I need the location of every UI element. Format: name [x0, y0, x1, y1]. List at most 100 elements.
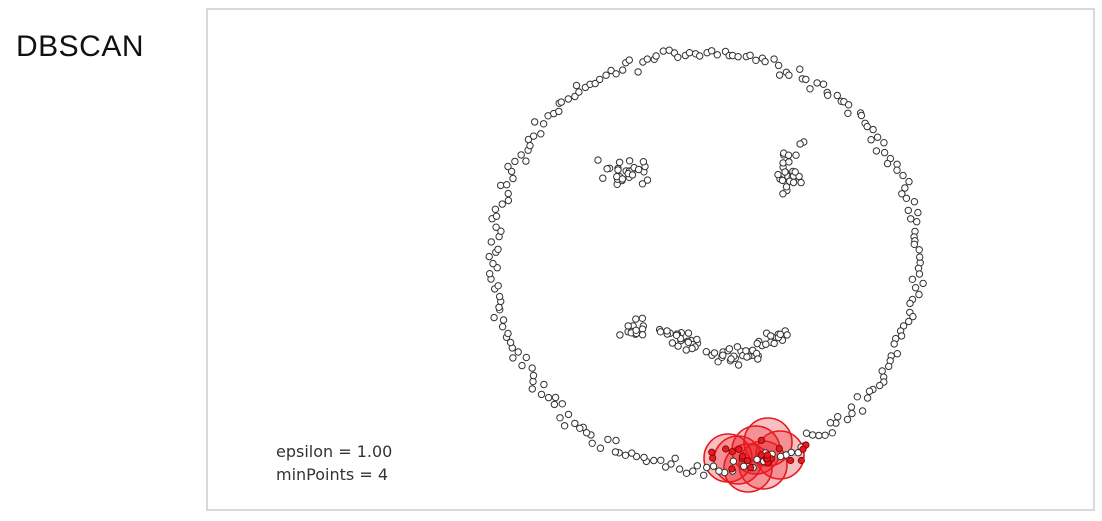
- data-point: [674, 53, 682, 61]
- data-point: [708, 47, 716, 55]
- data-point: [770, 55, 778, 63]
- data-point: [504, 162, 512, 171]
- data-point: [883, 159, 892, 168]
- data-point: [709, 462, 718, 470]
- data-point: [794, 449, 802, 457]
- data-point: [808, 431, 817, 439]
- data-point: [702, 348, 710, 356]
- cluster-point: [775, 444, 783, 453]
- data-point: [490, 313, 498, 322]
- data-point: [504, 189, 512, 198]
- data-point: [504, 329, 512, 338]
- data-point: [915, 246, 923, 254]
- data-point: [685, 49, 694, 57]
- data-point: [714, 358, 722, 366]
- data-point: [503, 181, 511, 189]
- cluster-point: [743, 457, 752, 465]
- data-point: [657, 456, 665, 464]
- data-point: [902, 194, 911, 203]
- data-point: [762, 340, 770, 348]
- data-point: [614, 166, 622, 174]
- data-point: [492, 223, 500, 231]
- data-point: [526, 141, 534, 150]
- data-point: [684, 329, 693, 337]
- cluster-point: [722, 445, 730, 453]
- dbscan-canvas[interactable]: epsilon = 1.00 minPoints = 4: [206, 8, 1095, 511]
- data-point: [893, 166, 901, 174]
- data-point: [603, 165, 611, 173]
- data-point: [733, 343, 742, 351]
- data-point: [522, 353, 530, 362]
- data-point: [612, 436, 620, 445]
- data-point: [625, 157, 634, 165]
- data-point: [638, 180, 647, 188]
- data-point: [778, 176, 787, 185]
- data-point: [621, 451, 630, 459]
- data-point: [844, 109, 852, 118]
- data-point: [915, 270, 924, 278]
- data-point: [498, 200, 506, 208]
- data-point: [659, 47, 667, 55]
- epsilon-label: epsilon = 1.00: [276, 442, 393, 461]
- data-point: [498, 323, 507, 331]
- data-point: [910, 240, 918, 249]
- data-point: [785, 158, 793, 166]
- data-point: [806, 85, 814, 93]
- data-point: [848, 409, 856, 418]
- data-point: [767, 332, 775, 340]
- data-point: [517, 151, 525, 159]
- data-point: [507, 167, 516, 176]
- data-point: [919, 279, 927, 288]
- data-point: [908, 275, 917, 283]
- data-point: [684, 338, 692, 346]
- data-point: [734, 53, 742, 61]
- minpoints-label: minPoints = 4: [276, 465, 388, 484]
- data-point: [634, 165, 643, 174]
- data-point: [489, 259, 497, 268]
- data-point: [571, 92, 579, 101]
- data-point: [596, 444, 605, 452]
- scatter-plot: [485, 46, 927, 493]
- cluster-point: [728, 447, 736, 456]
- data-point: [785, 71, 793, 79]
- data-point: [710, 349, 719, 357]
- data-point: [661, 463, 670, 471]
- data-point: [885, 362, 893, 371]
- data-point: [909, 312, 917, 321]
- data-point: [792, 151, 800, 159]
- cluster-point: [757, 451, 765, 459]
- data-point: [560, 422, 569, 430]
- data-point: [632, 315, 640, 323]
- data-point: [700, 471, 708, 479]
- data-point: [625, 56, 633, 64]
- cluster-point: [747, 464, 755, 472]
- data-point: [671, 454, 679, 462]
- data-point: [863, 394, 872, 402]
- data-point: [873, 133, 882, 141]
- data-point: [913, 218, 921, 226]
- data-point: [544, 393, 553, 402]
- data-point: [880, 148, 889, 157]
- data-point: [628, 449, 636, 457]
- data-point: [618, 175, 627, 183]
- data-point: [893, 350, 901, 358]
- data-point: [907, 215, 915, 223]
- data-point: [826, 419, 835, 427]
- data-point: [572, 81, 581, 90]
- data-point: [514, 348, 522, 356]
- data-point: [899, 171, 907, 180]
- data-point: [485, 252, 493, 261]
- data-point: [624, 322, 632, 330]
- data-point: [672, 331, 681, 339]
- data-point: [522, 157, 530, 165]
- data-point: [531, 118, 539, 126]
- data-point: [628, 171, 637, 179]
- data-point: [537, 130, 545, 138]
- cluster-point: [709, 454, 717, 462]
- data-point: [843, 415, 852, 424]
- data-point: [828, 429, 836, 437]
- data-point: [551, 393, 560, 402]
- data-point: [619, 66, 627, 74]
- data-point: [743, 353, 751, 361]
- data-point: [746, 51, 754, 59]
